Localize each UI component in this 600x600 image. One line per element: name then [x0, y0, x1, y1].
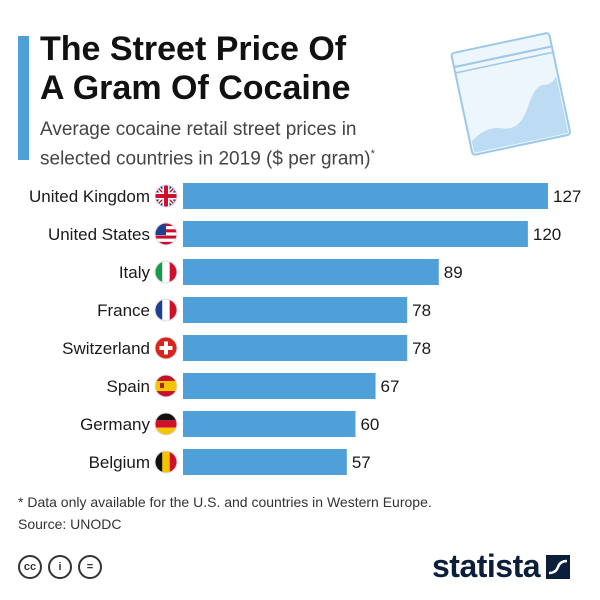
flag-fr-icon	[154, 298, 178, 322]
statista-mark-icon	[546, 554, 571, 579]
statista-wordmark: statista	[432, 548, 541, 584]
category-label: United Kingdom	[29, 187, 150, 206]
nd-icon[interactable]: =	[78, 555, 102, 579]
chart-subtitle: Average cocaine retail street prices in …	[40, 118, 440, 171]
bar	[183, 411, 356, 437]
value-label: 127	[553, 187, 581, 206]
flag-de-icon	[154, 412, 178, 436]
chart-title: The Street Price Of A Gram Of Cocaine	[40, 30, 420, 108]
baggie-icon	[450, 32, 571, 156]
subtitle-line-1: Average cocaine retail street prices in	[40, 119, 357, 140]
category-label: Italy	[119, 263, 151, 282]
statista-logo[interactable]: statista	[432, 548, 571, 585]
flag-us-icon	[154, 222, 178, 246]
bar	[183, 259, 439, 285]
bar	[183, 183, 548, 209]
category-label: Belgium	[89, 453, 150, 472]
value-label: 89	[444, 263, 463, 282]
title-line-1: The Street Price Of	[40, 30, 347, 68]
bar	[183, 373, 376, 399]
bar	[183, 335, 408, 361]
subtitle-line-2: selected countries in 2019 ($ per gram)	[40, 148, 371, 170]
value-label: 60	[360, 415, 379, 434]
title-line-2: A Gram Of Cocaine	[40, 69, 351, 107]
flag-ch-icon	[154, 336, 178, 360]
title-accent-bar	[18, 36, 29, 160]
category-label: Spain	[107, 377, 150, 396]
footnote: * Data only available for the U.S. and c…	[18, 494, 432, 510]
flag-uk-icon	[154, 184, 178, 208]
category-label: France	[97, 301, 150, 320]
source-note: Source: UNODC	[18, 516, 122, 532]
subtitle-footnote-mark: *	[370, 148, 375, 160]
flag-be-icon	[154, 450, 178, 474]
value-label: 120	[533, 225, 561, 244]
flag-es-icon	[154, 374, 178, 398]
flag-it-icon	[154, 260, 178, 284]
cc-icon[interactable]: cc	[18, 555, 42, 579]
bar-chart: United Kingdom 127 United States 120 Italy 89…	[29, 183, 581, 475]
bar	[183, 449, 347, 475]
bar	[183, 297, 408, 323]
category-label: United States	[48, 225, 150, 244]
bar	[183, 221, 528, 247]
category-label: Switzerland	[62, 339, 150, 358]
value-label: 78	[412, 339, 431, 358]
value-label: 57	[352, 453, 371, 472]
category-label: Germany	[80, 415, 150, 434]
value-label: 67	[381, 377, 400, 396]
by-icon[interactable]: i	[48, 555, 72, 579]
license-icons: cc i =	[18, 555, 102, 579]
value-label: 78	[412, 301, 431, 320]
